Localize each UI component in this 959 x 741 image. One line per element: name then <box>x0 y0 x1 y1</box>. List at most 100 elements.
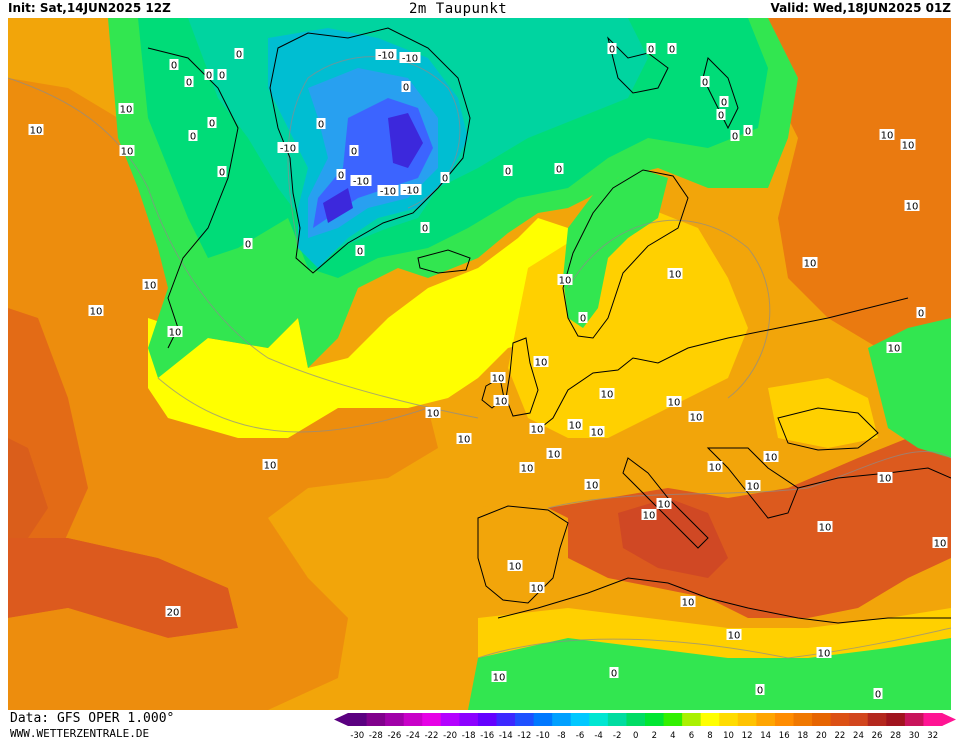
fill-russia-warm <box>768 18 951 358</box>
contour-label-bg <box>375 49 397 60</box>
contour-label-bg <box>816 647 832 658</box>
contour-label-text: 10 <box>747 482 760 493</box>
contour-label-text: 0 <box>609 45 615 56</box>
contour-label-text: 10 <box>458 435 471 446</box>
contour-label: 10 <box>491 671 507 684</box>
contour-label: 10 <box>88 305 104 318</box>
colorbar-swatch <box>682 713 702 726</box>
fill-north-africa-yellow <box>478 608 951 658</box>
contour-label-text: -10 <box>402 54 418 65</box>
contour-label-text: 10 <box>879 474 892 485</box>
contour-label-text: 0 <box>219 168 225 179</box>
coast-iberia <box>477 505 569 604</box>
contour-label-bg <box>904 200 920 211</box>
coast-black-sea <box>777 407 879 451</box>
contour-label-text: 0 <box>718 111 724 122</box>
contour-label: 10 <box>666 396 682 409</box>
contour-label-text: 10 <box>493 673 506 684</box>
contour-label-text: 10 <box>531 425 544 436</box>
contour-label: 0 <box>554 163 564 176</box>
colorbar-swatch <box>533 713 553 726</box>
init-time-label: Init: Sat,14JUN2025 12Z <box>8 1 171 15</box>
contour-label-bg <box>184 76 194 87</box>
contour-label-text: 10 <box>668 398 681 409</box>
contour-label: 10 <box>763 451 779 464</box>
contour-label-bg <box>399 52 421 63</box>
contour-label-bg <box>188 130 198 141</box>
contour-label-bg <box>529 582 545 593</box>
contour-label-bg <box>877 472 893 483</box>
contour-label: 10 <box>726 629 742 642</box>
contour-label: 10 <box>533 356 549 369</box>
contour-label-text: 0 <box>245 240 251 251</box>
contour-label-bg <box>607 43 617 54</box>
contour-label-text: 10 <box>120 105 133 116</box>
contour-label-text: 0 <box>732 132 738 143</box>
contour-label-text: 0 <box>918 309 924 320</box>
colorbar-swatch <box>923 713 943 726</box>
colorbar-swatch <box>626 713 646 726</box>
contour-label: 0 <box>503 165 513 178</box>
contour-label-text: 10 <box>569 421 582 432</box>
fill-scandinavia-green <box>563 168 668 328</box>
contour-label-bg <box>802 257 818 268</box>
contour-label: 0 <box>578 312 588 325</box>
contour-label: 10 <box>557 274 573 287</box>
contour-label-bg <box>667 43 677 54</box>
contour-label: -10 <box>277 142 299 155</box>
colorbar-tick-label: 22 <box>834 731 845 740</box>
contour-label: 0 <box>401 81 411 94</box>
contour-label-bg <box>217 166 227 177</box>
colorbar-swatch <box>756 713 776 726</box>
contour-label-bg <box>700 76 710 87</box>
contour-label-bg <box>667 268 683 279</box>
contour-label-bg <box>707 461 723 472</box>
contour-label: 10 <box>688 411 704 424</box>
colorbar-swatch <box>793 713 813 726</box>
contour-label-text: 0 <box>357 247 363 258</box>
colorbar-tick-label: -26 <box>387 731 401 740</box>
contour-label-text: 10 <box>804 259 817 270</box>
colorbar-swatch <box>422 713 442 726</box>
contour-label-text: 0 <box>745 127 751 138</box>
contour-label-text: 0 <box>171 61 177 72</box>
contour-label-text: 0 <box>190 132 196 143</box>
contour-label-bg <box>817 521 833 532</box>
contour-label: 10 <box>680 596 696 609</box>
contour-label-text: 10 <box>888 344 901 355</box>
contour-label-bg <box>546 448 562 459</box>
contour-label-text: 0 <box>757 686 763 697</box>
contour-label-text: 10 <box>169 328 182 339</box>
contour-label: -10 <box>400 184 422 197</box>
contour-label-text: 10 <box>492 374 505 385</box>
colorbar-tick-label: -2 <box>613 731 621 740</box>
contour-label-text: 10 <box>902 141 915 152</box>
contour-label-bg <box>589 426 605 437</box>
colorbar-tick-label: -30 <box>350 731 364 740</box>
contour-label: 0 <box>217 69 227 82</box>
contour-label-bg <box>900 139 916 150</box>
contour-label-layer: 10 10 10 10 10 10 10 20 10 10 10 10 10 10 10 10 10 10 10 10… <box>28 43 948 701</box>
contour-label-bg <box>401 81 411 92</box>
contour-label-text: 10 <box>586 481 599 492</box>
contour-label-text: 0 <box>236 50 242 61</box>
contour-label-text: 10 <box>934 539 947 550</box>
colorbar-swatch <box>515 713 535 726</box>
contour-label-text: 10 <box>669 270 682 281</box>
colorbar-tick-label: -24 <box>406 731 420 740</box>
contour-label-text: -10 <box>378 51 394 62</box>
contour-label: 10 <box>707 461 723 474</box>
contour-label-bg <box>204 69 214 80</box>
contour-label-bg <box>646 43 656 54</box>
contour-label-bg <box>529 423 545 434</box>
contour-label-text: 10 <box>658 500 671 511</box>
contour-label-bg <box>763 451 779 462</box>
contour-label-text: 10 <box>90 307 103 318</box>
contour-label-text: 0 <box>338 171 344 182</box>
colorbar-swatch <box>607 713 627 726</box>
map-title: 2m Taupunkt <box>409 1 508 17</box>
colorbar-swatch <box>812 713 832 726</box>
contour-label: 10 <box>932 537 948 550</box>
colorbar-tick-label: -20 <box>443 731 457 740</box>
colorbar-tick-label: 32 <box>927 731 938 740</box>
